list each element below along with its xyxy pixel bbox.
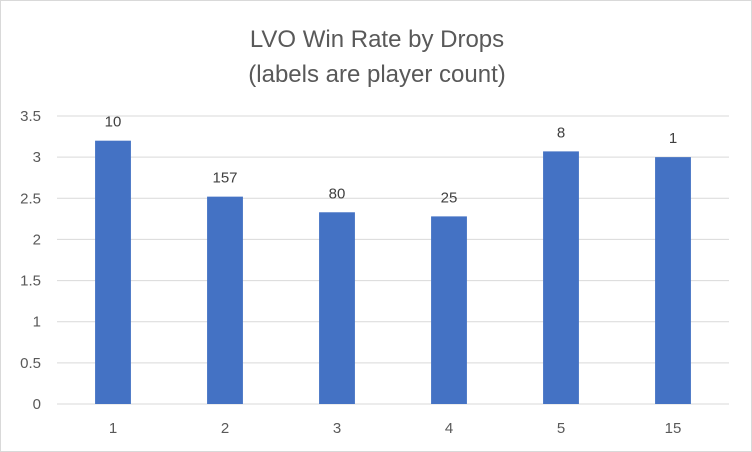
- x-tick-label: 3: [333, 420, 341, 437]
- chart-title: LVO Win Rate by Drops: [250, 26, 504, 53]
- data-label: 1: [669, 130, 677, 147]
- bar: [655, 157, 691, 404]
- x-tick-label: 5: [557, 420, 565, 437]
- data-label: 8: [557, 124, 565, 141]
- x-tick-label: 15: [665, 420, 682, 437]
- data-label: 25: [441, 189, 458, 206]
- x-tick-label: 1: [109, 420, 117, 437]
- y-tick-label: 0.5: [20, 355, 41, 372]
- y-tick-label: 0: [33, 396, 41, 413]
- bar: [207, 196, 243, 404]
- bar: [543, 151, 579, 404]
- bar: [95, 140, 131, 404]
- bars: [95, 140, 691, 404]
- x-axis-ticks: 1 2 3 4 5 15: [109, 420, 682, 437]
- y-axis-ticks: 0 0.5 1 1.5 2 2.5 3 3.5: [20, 108, 41, 413]
- y-tick-label: 1: [33, 314, 41, 331]
- y-tick-label: 3: [33, 149, 41, 166]
- y-tick-label: 1.5: [20, 273, 41, 290]
- data-label: 80: [329, 185, 346, 202]
- chart-subtitle: (labels are player count): [248, 61, 505, 88]
- grid-lines: [57, 115, 729, 405]
- y-tick-label: 2.5: [20, 190, 41, 207]
- y-tick-label: 2: [33, 231, 41, 248]
- bar: [431, 216, 467, 404]
- data-label: 157: [212, 170, 237, 187]
- data-labels: 10 157 80 25 8 1: [105, 114, 678, 207]
- data-label: 10: [105, 114, 122, 131]
- y-tick-label: 3.5: [20, 108, 41, 125]
- x-tick-label: 4: [445, 420, 453, 437]
- x-tick-label: 2: [221, 420, 229, 437]
- bar: [319, 212, 355, 404]
